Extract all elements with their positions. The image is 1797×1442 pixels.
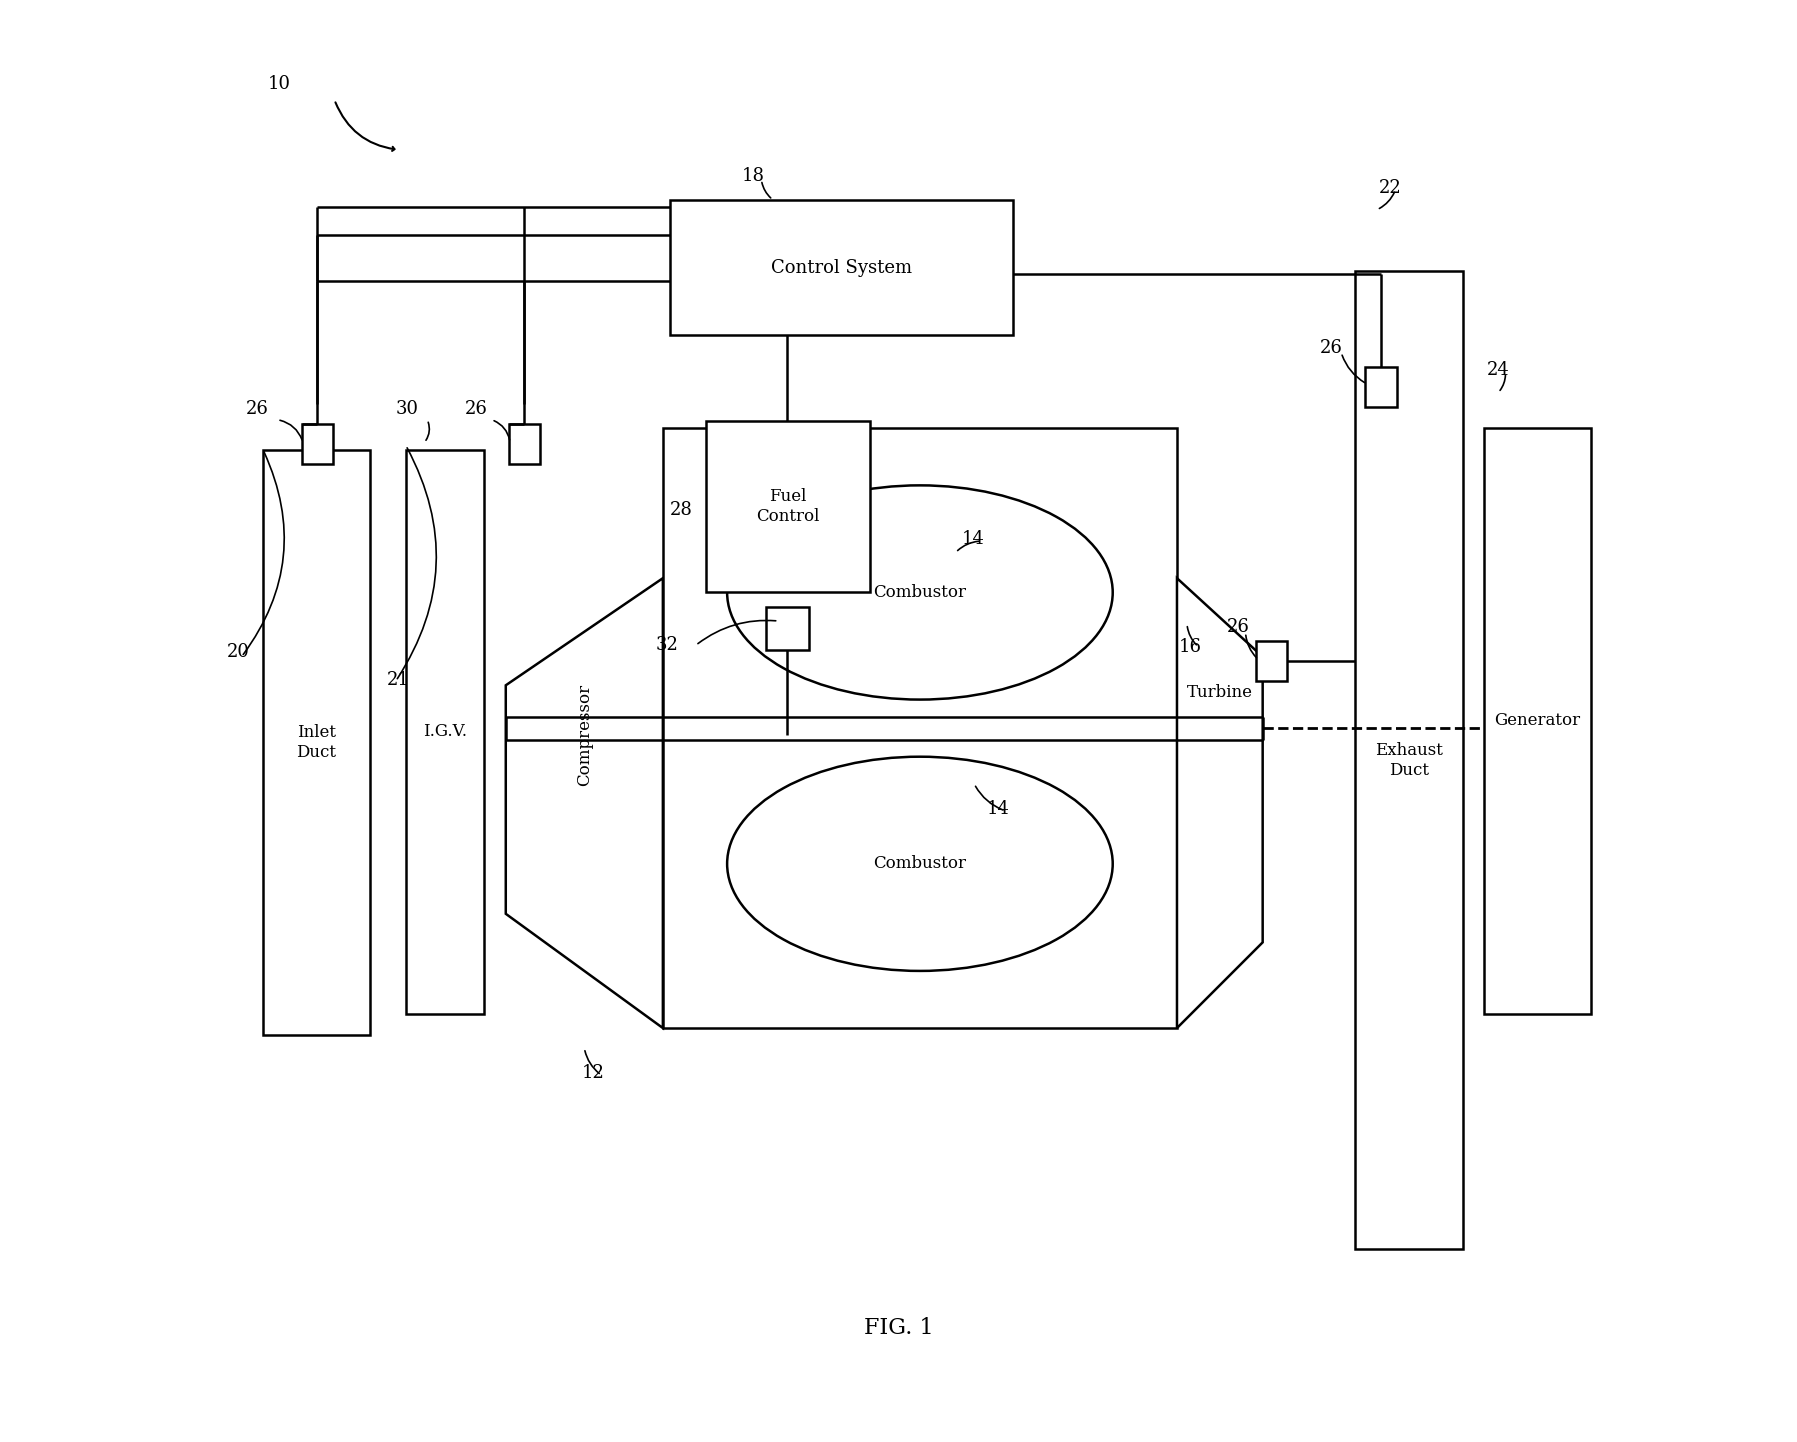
Bar [663, 428, 1177, 1028]
Polygon shape [1177, 578, 1263, 1028]
Text: 26: 26 [1227, 619, 1251, 636]
Ellipse shape [728, 757, 1112, 970]
Text: 26: 26 [464, 399, 487, 418]
Text: 21: 21 [386, 672, 410, 689]
Text: 26: 26 [1319, 339, 1342, 356]
Text: 14: 14 [987, 800, 1010, 818]
Text: Combustor: Combustor [873, 584, 967, 601]
Bar [766, 607, 809, 649]
Bar [1484, 428, 1590, 1014]
Text: Fuel
Control: Fuel Control [757, 489, 819, 525]
Bar [1256, 642, 1287, 681]
Text: 22: 22 [1378, 179, 1402, 196]
Bar [706, 421, 870, 593]
Bar [509, 424, 541, 464]
Bar [670, 200, 1014, 336]
Text: 14: 14 [961, 529, 985, 548]
Text: I.G.V.: I.G.V. [422, 724, 467, 740]
Bar [1355, 271, 1463, 1249]
Bar [262, 450, 370, 1035]
Bar [406, 450, 485, 1014]
Text: 12: 12 [582, 1064, 604, 1082]
Bar [302, 424, 332, 464]
Text: Turbine: Turbine [1186, 684, 1253, 701]
Text: 20: 20 [226, 643, 250, 660]
Text: Combustor: Combustor [873, 855, 967, 872]
Text: 26: 26 [246, 399, 270, 418]
Text: Exhaust
Duct: Exhaust Duct [1375, 743, 1443, 779]
Text: 16: 16 [1179, 639, 1202, 656]
Text: Inlet
Duct: Inlet Duct [297, 724, 336, 761]
Text: 10: 10 [268, 75, 291, 92]
Text: 18: 18 [742, 167, 764, 185]
Text: Control System: Control System [771, 258, 911, 277]
Text: 30: 30 [395, 399, 419, 418]
Text: FIG. 1: FIG. 1 [864, 1317, 933, 1340]
Ellipse shape [728, 486, 1112, 699]
Text: 28: 28 [670, 502, 694, 519]
Text: 32: 32 [656, 636, 679, 653]
Bar [1366, 366, 1396, 407]
Text: Generator: Generator [1495, 712, 1581, 730]
Text: 24: 24 [1486, 362, 1509, 379]
Text: Compressor: Compressor [575, 684, 593, 786]
Polygon shape [505, 578, 663, 1028]
